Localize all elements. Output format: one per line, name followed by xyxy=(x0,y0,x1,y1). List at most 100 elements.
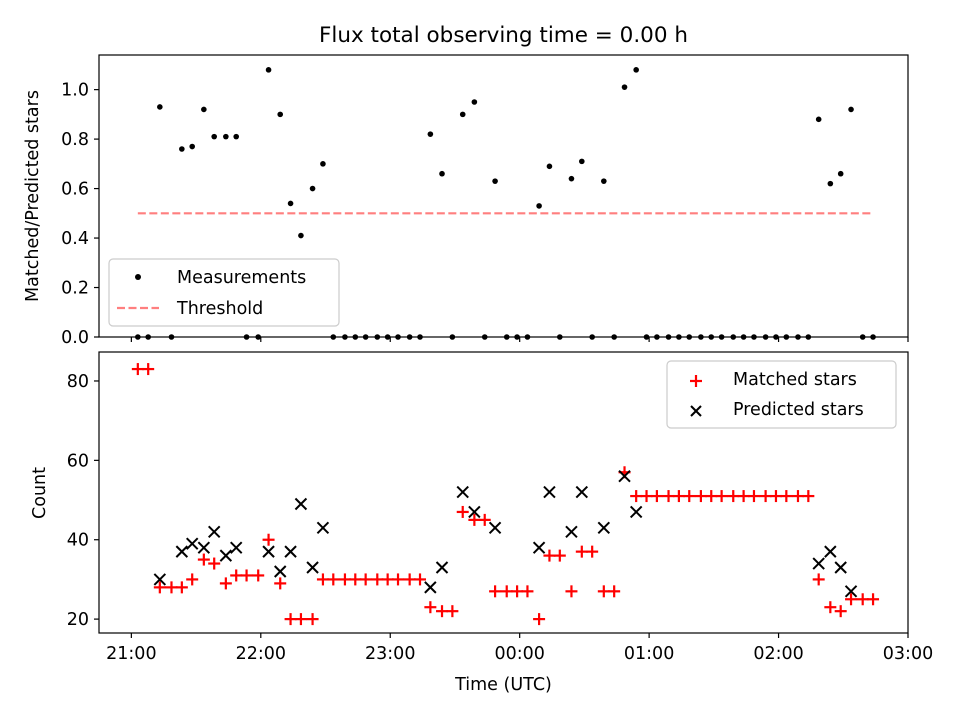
matched-stars-point xyxy=(791,490,804,503)
matched-stars-point xyxy=(306,613,319,626)
legend-marker-predicted-stars xyxy=(690,405,702,417)
predicted-stars-point xyxy=(565,525,578,538)
predicted-stars-point xyxy=(824,545,837,558)
matched-stars-point xyxy=(230,569,243,582)
measurements-point xyxy=(621,84,628,90)
matched-stars-point xyxy=(371,573,384,586)
matched-stars-point xyxy=(294,613,307,626)
matched-stars-point xyxy=(284,613,297,626)
legend-marker-measurements xyxy=(135,274,141,280)
measurements-point xyxy=(815,116,822,123)
y-tick-label-bottom: 20 xyxy=(67,610,89,630)
matched-stars-point xyxy=(630,490,643,503)
matched-stars-point xyxy=(392,573,405,586)
axes-frame-bottom xyxy=(98,351,909,634)
measurements-point xyxy=(536,203,542,209)
measurements-point xyxy=(827,180,834,187)
measurements-point xyxy=(287,200,294,207)
predicted-stars-point xyxy=(175,545,189,558)
legend-top: Measurements Threshold xyxy=(108,258,340,327)
matched-stars-point xyxy=(521,585,534,598)
matched-stars-point xyxy=(349,573,362,586)
panel-top: Matched/Predicted stars 0.0 0.2 0.4 0.6 0.8 1… xyxy=(23,54,909,348)
predicted-stars-point xyxy=(629,505,643,519)
y-tick-label-bottom: 40 xyxy=(67,531,89,551)
matched-stars-point xyxy=(672,490,685,503)
measurements-point xyxy=(579,158,585,165)
y-tick-label-top: 0.6 xyxy=(61,180,89,200)
matched-stars-point xyxy=(834,605,847,618)
matched-stars-point xyxy=(186,573,199,586)
matched-stars-point xyxy=(403,573,416,586)
matched-stars-point xyxy=(424,601,437,614)
y-tick-label-top: 0.0 xyxy=(61,328,89,348)
matched-stars-point xyxy=(694,490,707,503)
legend-label-measurements: Measurements xyxy=(177,268,306,288)
predicted-stars-point xyxy=(844,585,858,598)
legend-frame-top xyxy=(108,258,340,327)
matched-stars-point xyxy=(597,585,610,598)
predicted-stars-point xyxy=(284,545,297,558)
matched-stars-point xyxy=(219,577,232,590)
x-tick-label: 21:00 xyxy=(106,644,156,664)
matched-stars-point xyxy=(500,585,513,598)
axis-ticks-top: 0.0 0.2 0.4 0.6 0.8 1.0 xyxy=(61,81,909,348)
predicted-stars-point xyxy=(834,561,847,574)
matched-stars-point xyxy=(812,573,825,586)
predicted-stars-point xyxy=(424,581,437,594)
matched-stars-point xyxy=(715,490,728,503)
measurements-point xyxy=(837,170,844,177)
figure-title: Flux total observing time = 0.00 h xyxy=(319,23,688,48)
legend-frame-bottom xyxy=(666,360,897,429)
y-tick-label-top: 1.0 xyxy=(61,81,89,101)
measurements-point xyxy=(179,146,185,152)
measurements-point xyxy=(223,133,229,140)
legend-bottom: Matched stars Predicted stars xyxy=(666,360,897,429)
measurements-point xyxy=(298,232,304,239)
matched-stars-point xyxy=(262,533,275,546)
matched-stars-point xyxy=(175,581,188,594)
predicted-stars-point xyxy=(316,521,330,535)
x-tick-label: 00:00 xyxy=(494,644,544,664)
predicted-stars-point xyxy=(185,537,199,550)
predicted-stars-point xyxy=(618,470,631,483)
matched-stars-point xyxy=(575,545,588,558)
predicted-stars-point xyxy=(456,485,469,499)
matched-stars-point xyxy=(533,613,546,626)
x-tick-label: 02:00 xyxy=(753,644,803,664)
axes-frame-top xyxy=(98,54,909,338)
y-tick-label-top: 0.8 xyxy=(61,130,89,150)
matched-stars-point xyxy=(650,490,663,503)
predicted-stars-point xyxy=(532,541,546,554)
matched-stars-point xyxy=(662,490,675,503)
measurements-point xyxy=(546,163,553,170)
predicted-stars-point xyxy=(153,573,167,586)
matched-stars-point xyxy=(727,490,740,503)
panel-bottom: Count Time (UTC) 20 40 60 80 21:00 22:00 23:00… xyxy=(30,351,933,695)
predicted-stars-point xyxy=(488,521,502,535)
y-tick-label-top: 0.4 xyxy=(61,229,89,249)
measurements-point xyxy=(568,175,575,182)
matched-stars-point xyxy=(553,549,566,562)
plot-area-bottom xyxy=(131,363,880,626)
matched-stars-point xyxy=(240,569,253,582)
measurements-point xyxy=(848,106,854,113)
matched-stars-point xyxy=(414,573,427,586)
matched-stars-point xyxy=(327,573,340,586)
y-tick-label-top: 0.2 xyxy=(61,279,89,299)
matched-stars-point xyxy=(747,490,760,503)
measurements-point xyxy=(189,143,195,150)
predicted-stars-point xyxy=(812,557,825,570)
predicted-stars-point xyxy=(597,521,611,535)
predicted-stars-point xyxy=(468,505,481,519)
measurements-point xyxy=(459,111,466,118)
predicted-stars-point xyxy=(294,497,308,511)
predicted-stars-point xyxy=(262,545,275,558)
matched-stars-point xyxy=(705,490,718,503)
legend-label-predicted-stars: Predicted stars xyxy=(733,400,864,420)
legend-label-matched-stars: Matched stars xyxy=(733,370,857,390)
x-axis-label: Time (UTC) xyxy=(454,675,552,695)
matched-stars-point xyxy=(640,490,653,503)
measurements-point xyxy=(601,178,607,184)
